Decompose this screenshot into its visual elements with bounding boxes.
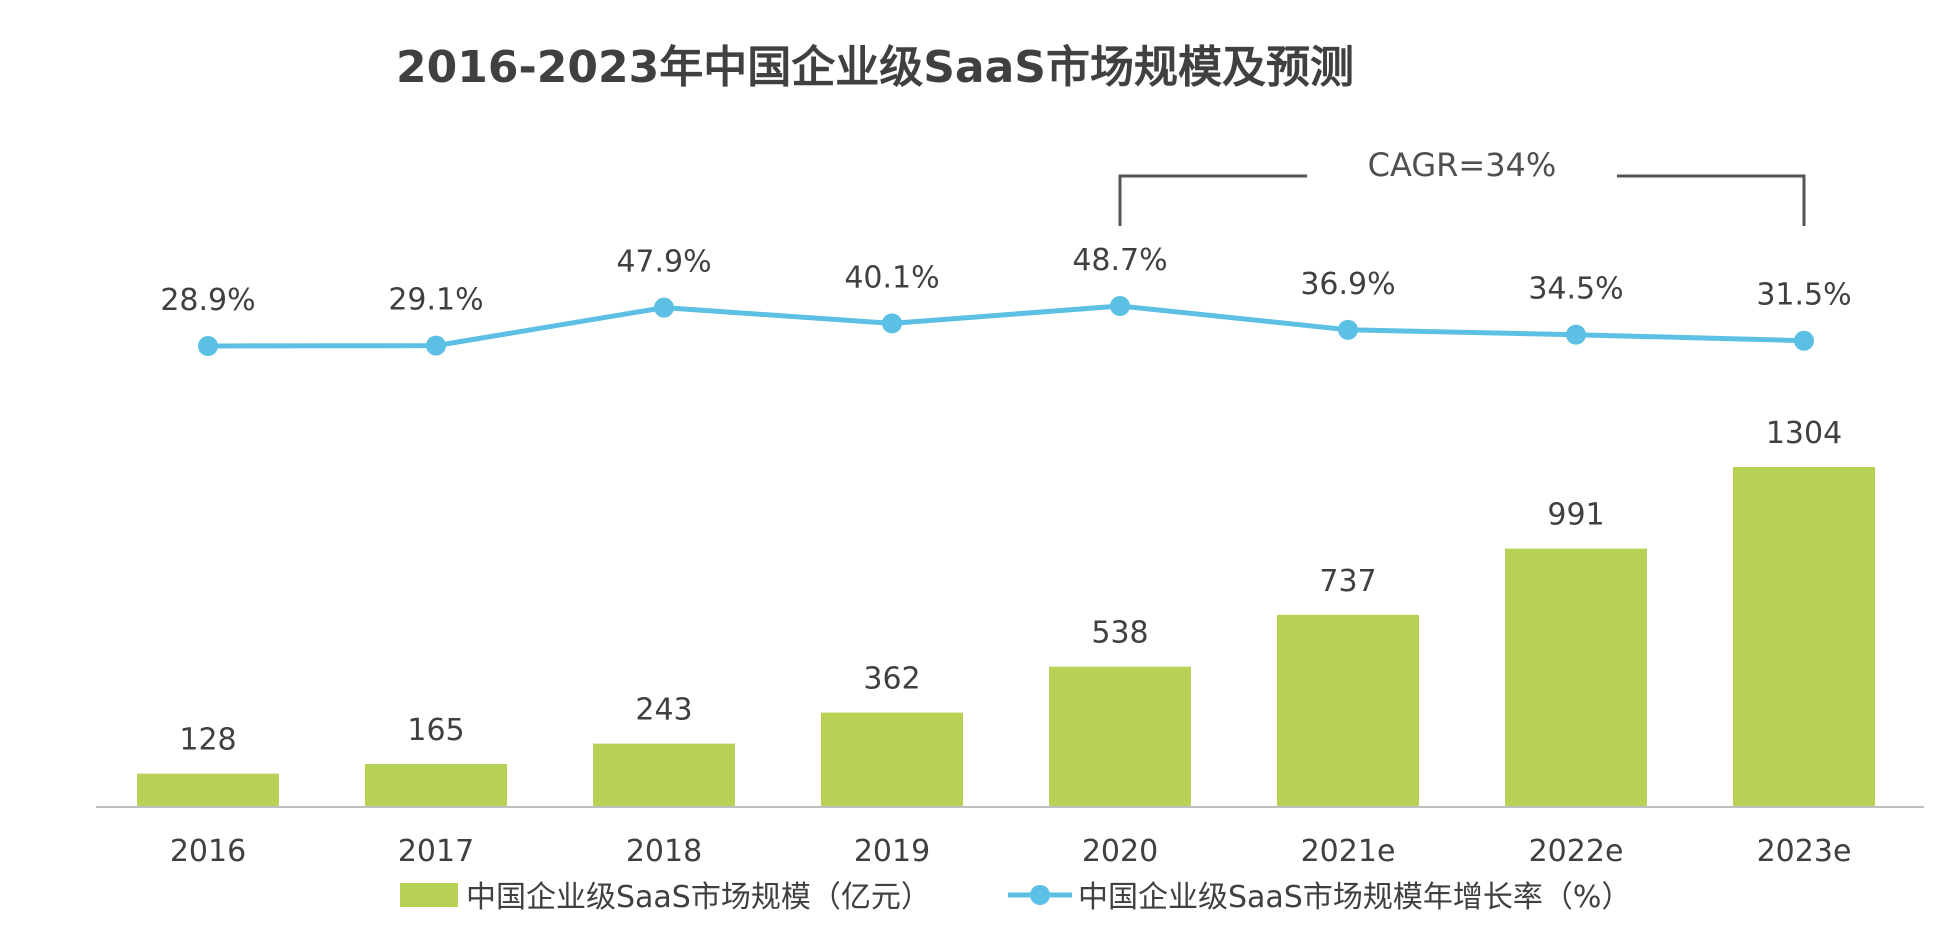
growth-point-2016 [198,336,218,356]
bar-2019 [821,712,963,807]
bar-2017 [365,763,507,807]
x-tick-2016: 2016 [170,834,246,869]
growth-value-label-2020: 48.7% [1072,243,1167,278]
line-series: 28.9% 29.1% 47.9% 40.1% 48.7% 36.9% 34.5% 31.5% [160,243,1852,356]
bar-2021e [1277,614,1419,807]
x-tick-2020: 2020 [1082,834,1158,869]
bar-2020 [1049,666,1191,807]
x-tick-labels: 2016 2017 2018 2019 2020 2021e 2022e 2023e [170,834,1852,869]
bar-2016 [137,773,279,807]
growth-value-label-2023e: 31.5% [1756,278,1851,313]
bar-value-label-2023e: 1304 [1766,416,1842,451]
legend-swatch-marker [1030,885,1050,905]
cagr-label: CAGR=34% [1368,146,1557,184]
bar-value-label-2021e: 737 [1319,564,1376,599]
x-tick-2019: 2019 [854,834,930,869]
growth-point-2023e [1794,330,1814,351]
legend: 中国企业级SaaS市场规模（亿元） 中国企业级SaaS市场规模年增长率（%） [400,880,1631,915]
growth-value-label-2018: 47.9% [616,245,711,280]
bar-2018 [593,743,735,807]
legend-label-bar: 中国企业级SaaS市场规模（亿元） [466,880,931,915]
growth-point-2017 [426,335,446,356]
growth-point-2019 [882,313,902,334]
bar-2022e [1505,548,1647,807]
bar-value-label-2016: 128 [179,723,236,758]
bar-value-label-2022e: 991 [1547,498,1604,533]
cagr-bracket-right [1617,174,1806,226]
x-tick-2017: 2017 [398,834,474,869]
growth-point-2021e [1338,319,1358,340]
growth-point-2022e [1566,324,1586,345]
x-tick-2023e: 2023e [1757,834,1852,869]
bar-value-label-2017: 165 [407,713,464,748]
cagr-bracket-left [1118,174,1307,226]
x-tick-2022e: 2022e [1529,834,1624,869]
growth-value-label-2022e: 34.5% [1528,272,1623,307]
bar-series: 128 165 243 362 538 737 991 1304 [137,416,1875,807]
growth-value-label-2017: 29.1% [388,283,483,318]
legend-swatch-bar [400,883,458,907]
cagr-annotation: CAGR=34% [1118,146,1806,226]
x-tick-2018: 2018 [626,834,702,869]
growth-line [207,303,1805,349]
growth-value-label-2021e: 36.9% [1300,267,1395,302]
growth-point-2020 [1110,296,1130,316]
x-tick-2021e: 2021e [1301,834,1396,869]
legend-label-line: 中国企业级SaaS市场规模年增长率（%） [1078,880,1631,915]
bar-2023e [1733,467,1875,807]
growth-value-label-2019: 40.1% [844,260,939,295]
bar-value-label-2019: 362 [863,662,920,697]
bar-value-label-2020: 538 [1091,616,1148,651]
bar-value-label-2018: 243 [635,693,692,728]
growth-point-2018 [654,297,674,318]
chart-title: 2016-2023年中国企业级SaaS市场规模及预测 [396,42,1354,93]
growth-value-label-2016: 28.9% [160,283,255,318]
